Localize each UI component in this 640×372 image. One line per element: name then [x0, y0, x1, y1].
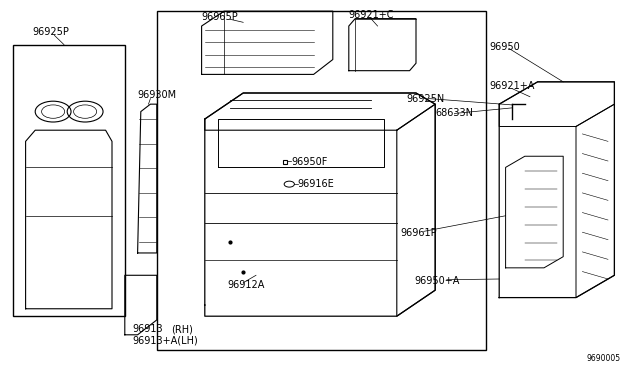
Text: 96913: 96913 [132, 324, 163, 334]
Text: 9690005: 9690005 [587, 354, 621, 363]
Text: 68633N: 68633N [435, 109, 473, 118]
Text: 96925P: 96925P [32, 27, 69, 36]
Text: 96930M: 96930M [138, 90, 177, 100]
Text: 96950: 96950 [490, 42, 520, 51]
Bar [13, 45, 125, 316]
Text: 96916E: 96916E [298, 179, 334, 189]
Text: 96913+A(LH): 96913+A(LH) [132, 336, 198, 345]
Text: 96912A: 96912A [227, 280, 264, 289]
Bar [157, 11, 486, 350]
Text: 96921+C: 96921+C [349, 10, 394, 20]
Text: 96925N: 96925N [406, 94, 445, 103]
Text: 96950+A: 96950+A [415, 276, 460, 286]
Text: 96921+A: 96921+A [490, 81, 535, 91]
Text: (RH): (RH) [172, 324, 193, 334]
Text: 96950F: 96950F [291, 157, 328, 167]
Text: 96965P: 96965P [202, 12, 238, 22]
Text: 96961P: 96961P [400, 228, 436, 237]
